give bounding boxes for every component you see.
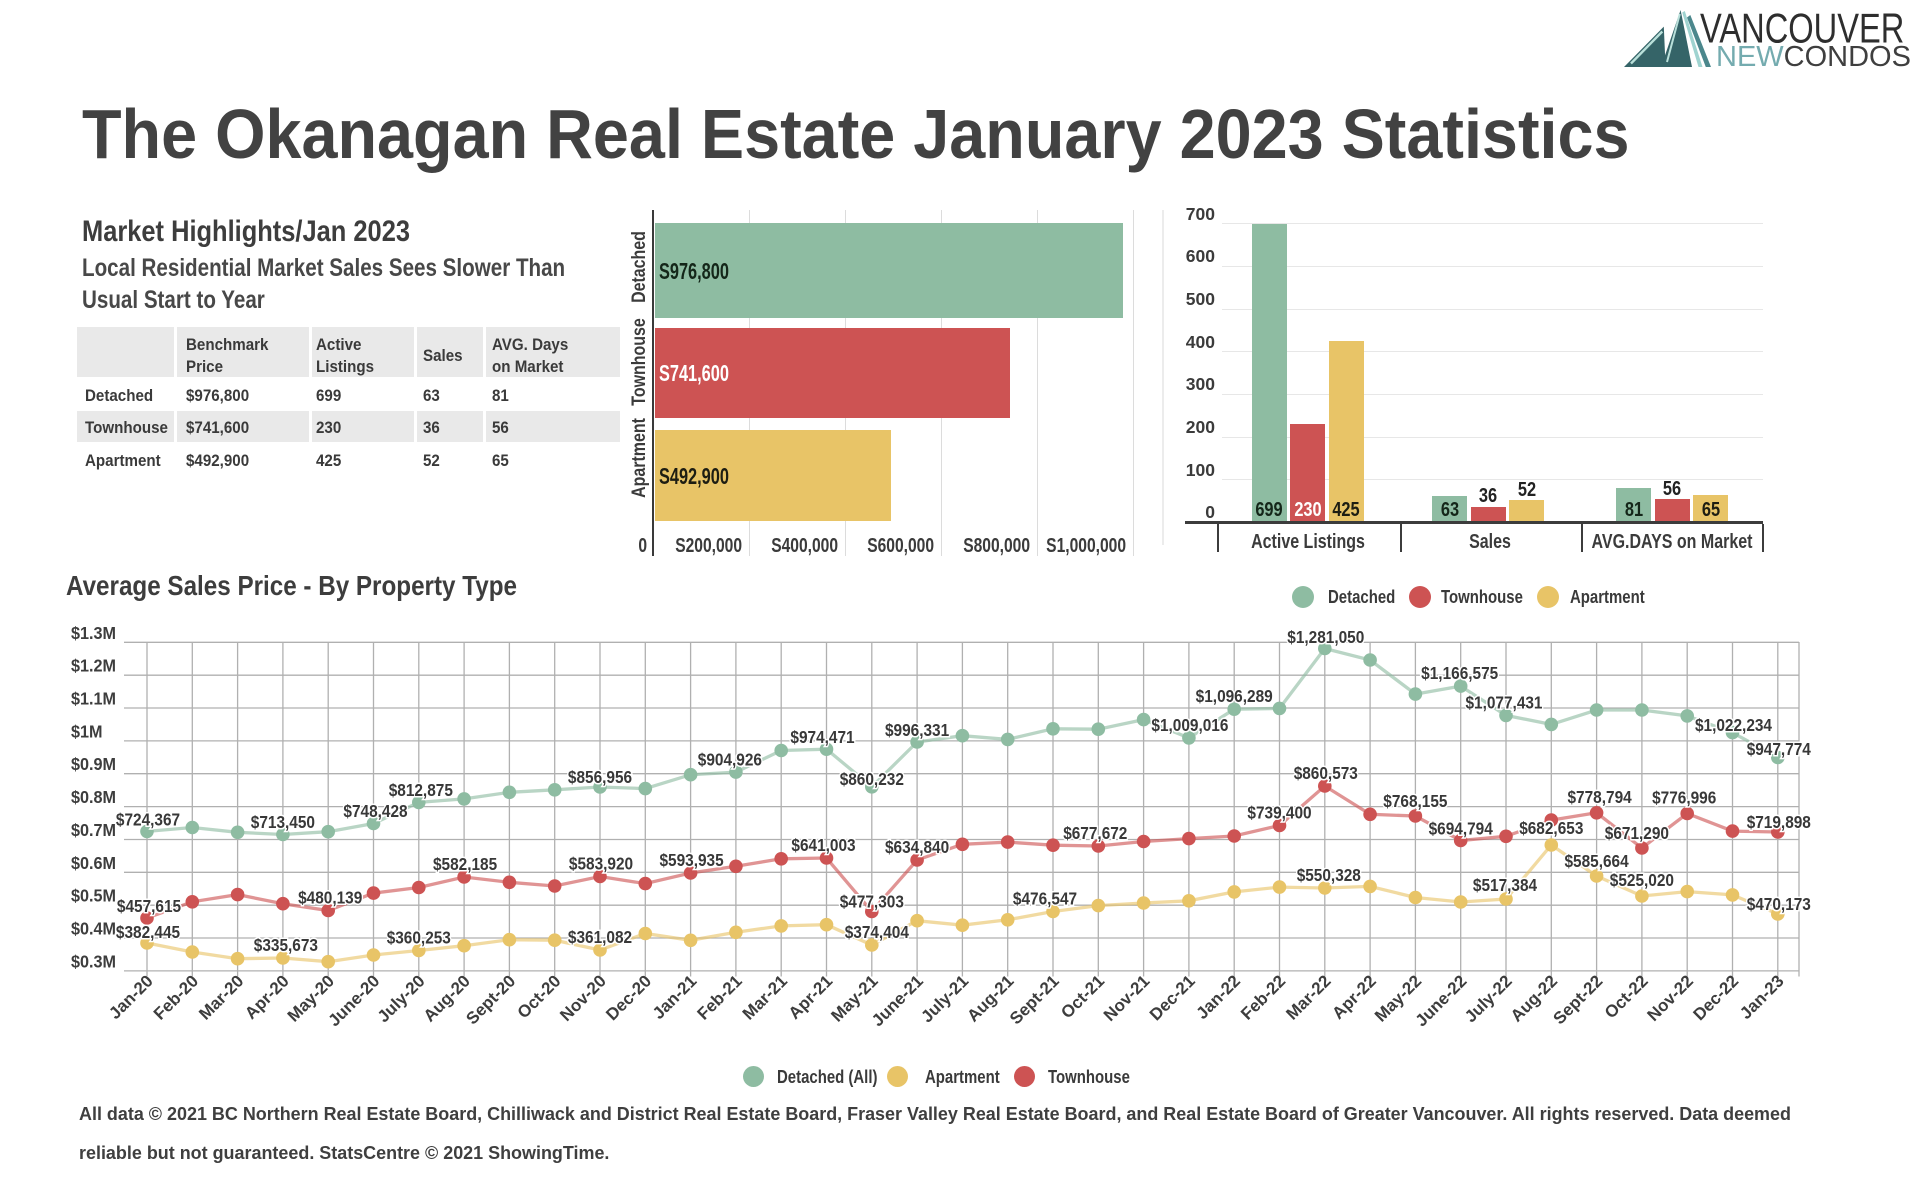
svg-text:$517,384: $517,384 [1473, 876, 1538, 895]
svg-text:$374,404: $374,404 [845, 923, 910, 942]
svg-text:$382,445: $382,445 [116, 923, 180, 942]
svg-text:Sept-20: Sept-20 [462, 971, 519, 1028]
svg-text:Feb-22: Feb-22 [1237, 971, 1289, 1023]
svg-text:$860,573: $860,573 [1294, 764, 1358, 783]
svg-text:Oct-20: Oct-20 [514, 971, 565, 1022]
svg-text:$0.5M: $0.5M [71, 886, 116, 906]
svg-text:$470,173: $470,173 [1747, 895, 1811, 914]
svg-text:$904,926: $904,926 [698, 751, 762, 770]
svg-text:$739,400: $739,400 [1247, 804, 1311, 823]
svg-text:July-20: July-20 [374, 971, 429, 1026]
svg-text:$1,009,016: $1,009,016 [1151, 716, 1228, 735]
svg-text:Dec-20: Dec-20 [602, 971, 655, 1024]
svg-text:$335,673: $335,673 [254, 936, 318, 955]
svg-text:$1.3M: $1.3M [71, 623, 116, 643]
svg-text:$0.8M: $0.8M [71, 787, 116, 807]
svg-text:$682,653: $682,653 [1519, 819, 1583, 838]
svg-text:Dec-21: Dec-21 [1146, 971, 1199, 1024]
svg-text:Sept-21: Sept-21 [1006, 971, 1063, 1028]
svg-text:Apr-20: Apr-20 [241, 971, 293, 1023]
svg-text:$856,956: $856,956 [568, 768, 632, 787]
svg-text:$778,794: $778,794 [1568, 788, 1633, 807]
svg-text:$361,082: $361,082 [568, 928, 632, 947]
svg-text:$768,155: $768,155 [1383, 792, 1447, 811]
svg-text:Jan-23: Jan-23 [1736, 971, 1788, 1023]
svg-text:Oct-21: Oct-21 [1057, 971, 1108, 1022]
svg-text:Oct-22: Oct-22 [1601, 971, 1652, 1022]
svg-text:$525,020: $525,020 [1610, 871, 1674, 890]
svg-text:$776,996: $776,996 [1652, 789, 1716, 808]
svg-text:$585,664: $585,664 [1565, 852, 1630, 871]
svg-text:$476,547: $476,547 [1013, 890, 1077, 909]
svg-text:$0.4M: $0.4M [71, 919, 116, 939]
svg-text:$1M: $1M [71, 722, 103, 742]
svg-text:$593,935: $593,935 [660, 851, 724, 870]
svg-text:$1,077,431: $1,077,431 [1465, 694, 1542, 713]
svg-text:Jan-21: Jan-21 [649, 971, 701, 1023]
svg-text:$671,290: $671,290 [1605, 824, 1669, 843]
svg-text:$550,328: $550,328 [1297, 866, 1361, 885]
svg-text:$1.2M: $1.2M [71, 656, 116, 676]
svg-text:$812,875: $812,875 [389, 781, 453, 800]
svg-text:$1,166,575: $1,166,575 [1421, 664, 1498, 683]
svg-text:Nov-21: Nov-21 [1100, 971, 1154, 1025]
svg-text:Nov-20: Nov-20 [556, 971, 610, 1025]
svg-text:Sept-22: Sept-22 [1550, 971, 1607, 1028]
svg-text:$1.1M: $1.1M [71, 689, 116, 709]
svg-text:Mar-22: Mar-22 [1282, 971, 1334, 1023]
svg-text:$457,615: $457,615 [117, 897, 181, 916]
svg-text:$724,367: $724,367 [116, 811, 180, 830]
svg-text:$360,253: $360,253 [387, 929, 451, 948]
svg-text:$0.3M: $0.3M [71, 952, 116, 972]
svg-text:$0.9M: $0.9M [71, 754, 116, 774]
svg-text:$582,185: $582,185 [433, 855, 497, 874]
svg-text:July-21: July-21 [917, 971, 972, 1026]
svg-text:Feb-21: Feb-21 [694, 971, 746, 1023]
svg-text:$974,471: $974,471 [790, 728, 854, 747]
svg-text:$634,840: $634,840 [885, 838, 949, 857]
svg-text:$480,139: $480,139 [298, 889, 362, 908]
svg-text:$677,672: $677,672 [1063, 824, 1127, 843]
svg-text:Apr-21: Apr-21 [785, 971, 837, 1023]
svg-text:$996,331: $996,331 [885, 721, 949, 740]
svg-text:Feb-20: Feb-20 [150, 971, 202, 1023]
svg-text:$719,898: $719,898 [1747, 813, 1811, 832]
svg-text:$477,303: $477,303 [840, 893, 904, 912]
svg-text:$713,450: $713,450 [251, 813, 315, 832]
svg-text:Jan-22: Jan-22 [1192, 971, 1244, 1023]
svg-text:$1,096,289: $1,096,289 [1196, 687, 1273, 706]
svg-text:$748,428: $748,428 [343, 802, 407, 821]
svg-text:Apr-22: Apr-22 [1328, 971, 1380, 1023]
svg-text:$947,774: $947,774 [1747, 740, 1812, 759]
svg-text:$641,003: $641,003 [791, 836, 855, 855]
svg-text:Mar-21: Mar-21 [739, 971, 791, 1023]
svg-text:Mar-20: Mar-20 [195, 971, 247, 1023]
svg-text:$0.6M: $0.6M [71, 853, 116, 873]
svg-text:Nov-22: Nov-22 [1644, 971, 1698, 1025]
svg-text:$0.7M: $0.7M [71, 820, 116, 840]
svg-text:$583,920: $583,920 [569, 855, 633, 874]
svg-text:$694,794: $694,794 [1429, 820, 1494, 839]
svg-text:Dec-22: Dec-22 [1689, 971, 1742, 1024]
svg-text:Jan-20: Jan-20 [105, 971, 157, 1023]
svg-text:$1,281,050: $1,281,050 [1287, 628, 1364, 647]
svg-text:$860,232: $860,232 [840, 770, 904, 789]
svg-text:$1,022,234: $1,022,234 [1695, 716, 1773, 735]
svg-text:July-22: July-22 [1461, 971, 1516, 1026]
